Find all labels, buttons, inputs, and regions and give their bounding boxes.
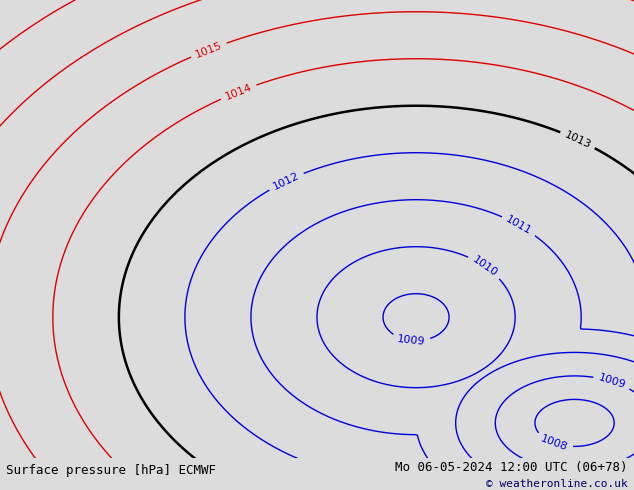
Text: 1010: 1010	[470, 254, 499, 278]
Text: 1014: 1014	[224, 82, 254, 101]
Text: 1015: 1015	[194, 40, 224, 59]
Text: Surface pressure [hPa] ECMWF: Surface pressure [hPa] ECMWF	[6, 465, 216, 477]
Text: 1008: 1008	[540, 434, 569, 453]
Text: 1009: 1009	[597, 372, 627, 391]
Text: 1009: 1009	[397, 334, 426, 347]
Text: 1013: 1013	[563, 129, 593, 150]
Text: Mo 06-05-2024 12:00 UTC (06+78): Mo 06-05-2024 12:00 UTC (06+78)	[395, 461, 628, 474]
Text: 1011: 1011	[504, 214, 534, 237]
Text: 1012: 1012	[271, 171, 301, 192]
Text: 1010: 1010	[627, 471, 634, 490]
Text: © weatheronline.co.uk: © weatheronline.co.uk	[486, 479, 628, 489]
